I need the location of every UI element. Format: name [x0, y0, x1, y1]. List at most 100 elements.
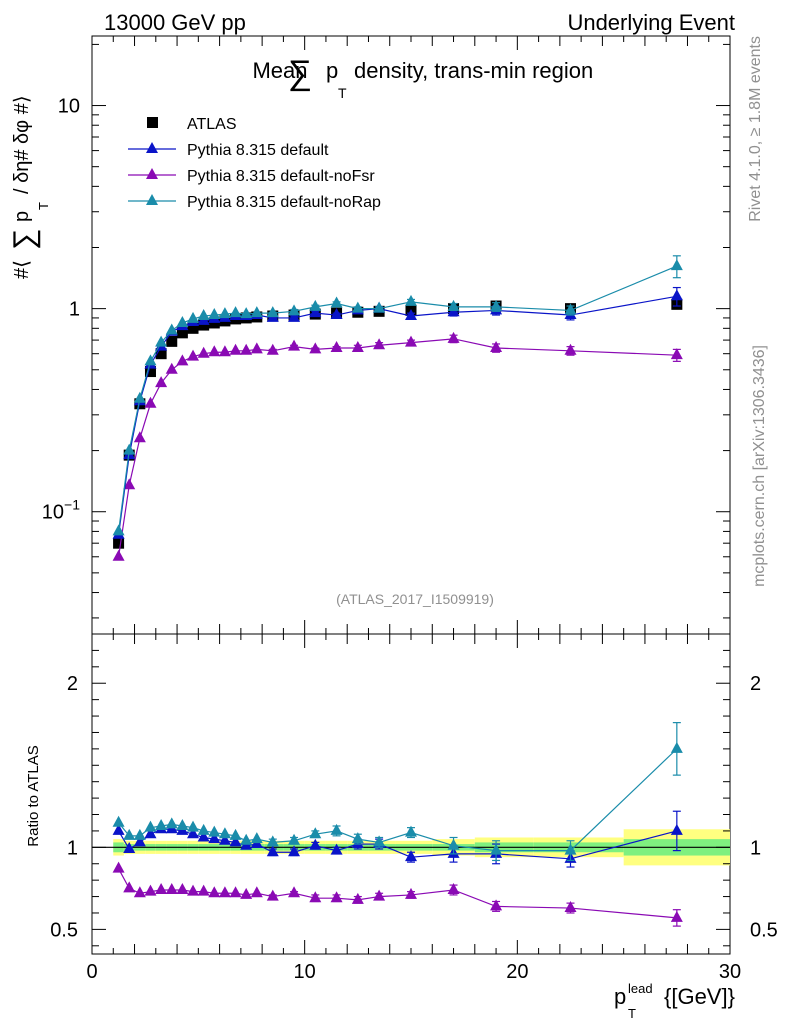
ratio-data-layer: [112, 722, 683, 927]
ratio-axis-ticks: [91, 633, 731, 954]
title-prefix: Mean: [252, 58, 307, 83]
main-point-norap: [564, 303, 577, 315]
main-point-nofsr: [208, 345, 221, 357]
main-point-norap: [288, 304, 301, 316]
ratio-point-norap: [288, 833, 301, 845]
xlabel-sub: T: [628, 1006, 636, 1021]
main-point-norap: [266, 306, 279, 318]
ratio-point-default: [405, 850, 417, 862]
ratio-point-norap: [176, 819, 189, 830]
main-point-atlas: [166, 335, 178, 347]
ratio-point-norap: [447, 838, 460, 850]
main-point-nofsr: [165, 362, 178, 374]
ratio-point-norap: [208, 825, 221, 837]
ratio-point-default: [144, 827, 157, 839]
main-point-norap: [123, 443, 136, 455]
ratio-point-nofsr: [240, 887, 253, 899]
legend-label-default: Pythia 8.315 default: [187, 142, 329, 159]
ratio-point-nofsr: [447, 883, 460, 894]
main-point-nofsr: [123, 478, 136, 490]
main-point-norap: [197, 308, 210, 320]
main-point-nofsr: [288, 339, 301, 351]
ratio-point-nofsr: [266, 889, 279, 901]
ratio-point-nofsr: [405, 887, 417, 899]
ratio-point-nofsr: [564, 901, 577, 913]
ratio-y-tick-label-left: 1: [67, 837, 78, 859]
main-point-norap: [133, 391, 146, 403]
ratio-point-default: [208, 832, 221, 844]
ylabel-p: p: [11, 211, 33, 222]
main-point-nofsr: [309, 342, 322, 354]
xlabel-p: p: [614, 984, 626, 1009]
ratio-point-norap: [197, 823, 210, 835]
main-point-norap: [112, 524, 125, 536]
main-point-atlas: [144, 366, 156, 378]
ratio-point-default: [266, 845, 279, 857]
ratio-point-nofsr: [155, 883, 168, 894]
ratio-y-tick-label-left: 0.5: [50, 919, 78, 941]
main-title: Mean: [252, 58, 307, 83]
ratio-y-tick-label-right: 1: [750, 837, 761, 859]
ratio-point-norap: [564, 843, 577, 855]
main-y-tick-labels: 10 1 10−1: [42, 96, 80, 524]
title-suffix: density, trans-min region: [354, 58, 593, 83]
main-line-default: [117, 295, 677, 535]
ratio-panel-frame: [91, 633, 731, 955]
main-point-norap: [447, 299, 460, 311]
analysis-watermark: (ATLAS_2017_I1509919): [336, 591, 494, 607]
main-point-norap: [373, 301, 386, 313]
x-tick-label: 10: [294, 961, 316, 983]
ylabel-rest: / δη# δφ #⟩: [11, 95, 33, 194]
main-point-nofsr: [197, 346, 210, 358]
main-point-norap: [165, 323, 178, 335]
xlabel-unit: {[GeV]}: [664, 984, 735, 1009]
ratio-point-nofsr: [112, 861, 125, 873]
ratio-point-norap: [309, 827, 322, 839]
main-point-norap: [144, 354, 157, 366]
main-point-default: [405, 308, 417, 320]
main-point-nofsr: [187, 349, 200, 361]
x-tick-label: 30: [719, 961, 741, 983]
legend-label-atlas: ATLAS: [187, 116, 237, 133]
main-line-norap: [117, 265, 678, 532]
ratio-point-norap: [112, 815, 125, 827]
main-point-nofsr: [351, 340, 364, 352]
ratio-point-norap: [250, 832, 263, 844]
main-point-norap: [351, 301, 364, 313]
rivet-version-label: Rivet 4.1.0, ≥ 1.8M events: [747, 36, 764, 222]
ratio-point-nofsr: [330, 891, 343, 903]
main-point-atlas: [155, 348, 167, 360]
ratio-point-norap: [165, 817, 178, 829]
main-point-norap: [187, 311, 200, 323]
ratio-point-norap: [123, 828, 136, 840]
ratio-point-norap: [229, 828, 242, 840]
main-point-nofsr: [266, 343, 279, 355]
ratio-point-nofsr: [288, 886, 301, 898]
main-point-atlas: [187, 322, 199, 334]
ratio-point-norap: [490, 843, 503, 855]
ylabel-sub: T: [36, 202, 51, 210]
ratio-point-norap: [133, 828, 146, 840]
main-point-atlas: [208, 317, 220, 329]
ratio-point-nofsr: [208, 886, 221, 898]
mcplots-label: mcplots.cern.ch [arXiv:1306.3436]: [751, 345, 768, 587]
ratio-point-nofsr: [187, 884, 200, 896]
main-point-nofsr: [133, 431, 146, 443]
ratio-point-nofsr: [229, 886, 242, 898]
ratio-y-tick-label-left: 2: [67, 673, 78, 695]
main-point-atlas: [113, 537, 125, 549]
ratio-point-norap: [144, 820, 157, 832]
main-point-norap: [155, 335, 168, 347]
main-y-tick-label: 10: [58, 96, 80, 118]
main-point-nofsr: [447, 331, 460, 343]
legend-label-norap: Pythia 8.315 default-noRap: [187, 194, 381, 211]
ratio-point-default: [197, 830, 210, 842]
ratio-point-nofsr: [123, 881, 136, 893]
x-tick-labels: 0 10 20 30: [86, 961, 741, 983]
main-point-nofsr: [564, 343, 577, 355]
header-left: 13000 GeV pp: [104, 10, 246, 35]
main-point-nofsr: [490, 340, 503, 352]
ylabel-left-bracket: #⟨: [11, 260, 33, 279]
ratio-point-nofsr: [670, 910, 683, 922]
